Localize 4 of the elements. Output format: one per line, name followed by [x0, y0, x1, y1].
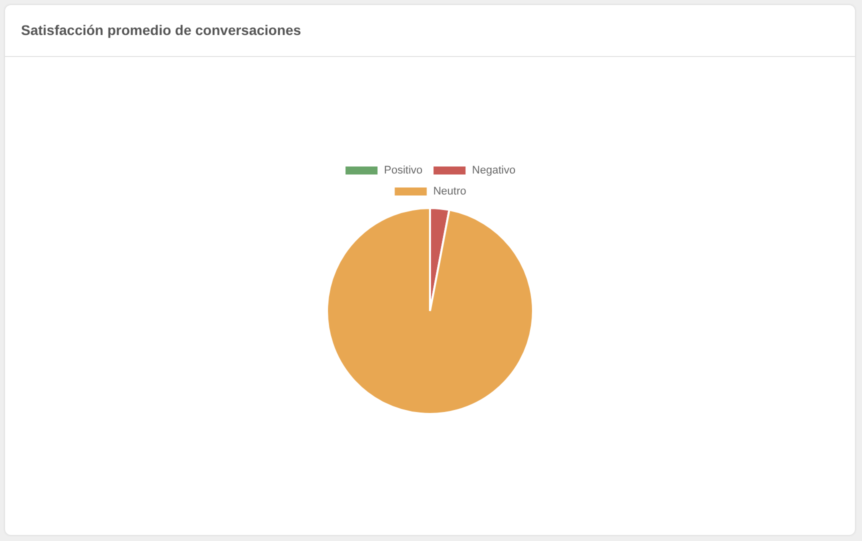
legend-label: Negativo: [472, 164, 516, 177]
legend-label: Neutro: [433, 186, 466, 198]
text: Satisfacción promedio de conversaciones: [21, 22, 302, 38]
legend-label: Positivo: [384, 164, 423, 177]
